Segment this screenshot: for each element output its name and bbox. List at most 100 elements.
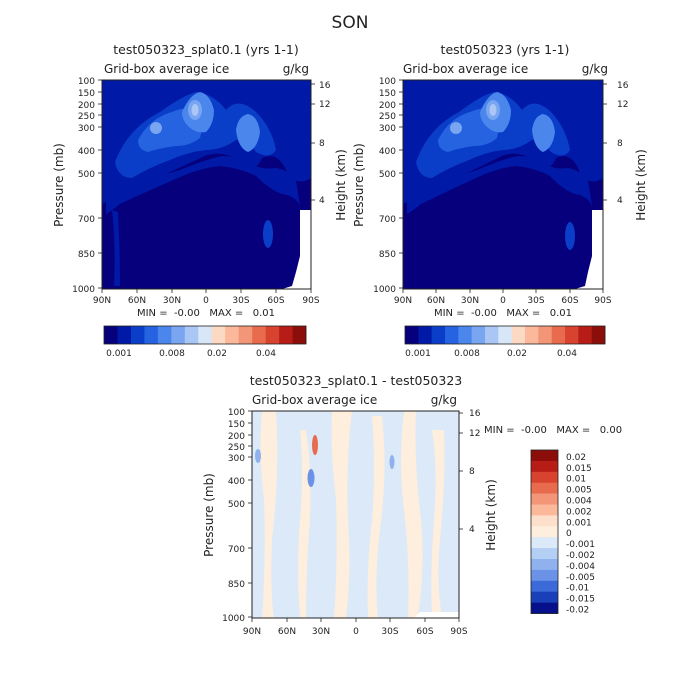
p1-cbar-swatch-10 <box>238 326 253 344</box>
p3-legend-frame <box>530 449 559 614</box>
p3-legend-label-14: -0.02 <box>566 606 589 616</box>
panel-1: test050323_splat0.1 (yrs 1-1) Grid-box a… <box>52 42 348 359</box>
p2-cbar-swatch-7 <box>498 326 512 344</box>
p3-ytick-850: 850 <box>228 580 245 590</box>
p1-xtick-60N: 60N <box>128 296 146 306</box>
panel-2-stats: MIN = -0.00 MAX = 0.01 <box>434 308 572 319</box>
panel-3-plot-area <box>252 411 459 618</box>
p1-xtick-90S: 90S <box>302 296 319 306</box>
panel-3-contour-pos-2 <box>298 430 311 618</box>
p3-legend-swatch-11 <box>531 569 558 582</box>
panel-1-contour-cell-7 <box>263 220 273 248</box>
panel-1-colorbar <box>103 325 307 345</box>
panel-3-terrain-mask <box>414 612 459 618</box>
p2-cbar-swatch-13 <box>578 326 592 344</box>
panel-2-contour-cell-7 <box>565 222 575 250</box>
panel-1-y-right-ticks: 16 12 8 4 <box>311 81 331 206</box>
p2-cbar-label-3: 0.04 <box>557 349 577 359</box>
p3-legend-label-5: 0.002 <box>566 507 592 517</box>
p1-ytick-250: 250 <box>78 112 95 122</box>
p3-legend-swatch-4 <box>531 493 558 505</box>
p1-cbar-swatch-12 <box>265 326 280 344</box>
p3-xtick-0: 0 <box>353 627 359 637</box>
p3-legend-label-8: -0.001 <box>566 540 595 550</box>
panel-3: test050323_splat0.1 - test050323 Grid-bo… <box>202 373 622 637</box>
panel-3-legend: 0.020.0150.010.0050.0040.0020.0010-0.001… <box>530 449 595 616</box>
p1-cbar-swatch-13 <box>279 326 293 344</box>
panel-1-subtitle: Grid-box average ice <box>104 62 229 76</box>
p1-cbar-swatch-8 <box>211 326 226 344</box>
p2-cbar-swatch-2 <box>431 326 446 344</box>
p3-ytick-250: 250 <box>228 443 245 453</box>
p3-xtick-60S: 60S <box>416 627 433 637</box>
p3-legend-swatch-9 <box>531 548 558 560</box>
p3-ytick-700: 700 <box>228 545 245 555</box>
p3-legend-label-2: 0.01 <box>566 475 586 485</box>
p2-yrtick-12: 12 <box>617 100 628 110</box>
p3-legend-label-11: -0.005 <box>566 573 595 583</box>
p3-ytick-100: 100 <box>228 408 245 418</box>
p3-legend-label-7: 0 <box>566 529 572 539</box>
p2-xtick-90S: 90S <box>594 296 611 306</box>
p3-legend-swatch-14 <box>531 602 558 614</box>
panel-3-frame <box>251 410 460 619</box>
panel-3-y-right-ticks: 16 12 8 4 <box>459 409 481 535</box>
panel-3-contour-pos-1 <box>260 411 278 618</box>
panel-2-terrain-mask <box>575 210 603 289</box>
p3-ytick-200: 200 <box>228 432 245 442</box>
panel-2-colorbar <box>404 325 606 345</box>
p1-yrtick-8: 8 <box>319 139 325 149</box>
p2-xtick-60N: 60N <box>427 296 445 306</box>
p2-cbar-label-1: 0.008 <box>454 349 480 359</box>
p3-legend-label-6: 0.001 <box>566 518 592 528</box>
p1-ytick-400: 400 <box>78 147 95 157</box>
panel-3-contour-neg-3 <box>389 455 395 469</box>
panel-1-contour-cell-6 <box>150 122 162 134</box>
p1-cbar-label-0: 0.001 <box>106 349 132 359</box>
panel-3-contour-neg-2 <box>255 449 261 463</box>
p2-cbar-swatch-4 <box>458 326 472 344</box>
p3-legend-label-1: 0.015 <box>566 464 592 474</box>
panel-3-contour-pos-4 <box>367 416 385 618</box>
p1-cbar-swatch-3 <box>144 326 159 344</box>
p1-cbar-swatch-1 <box>117 326 132 344</box>
p3-legend-swatch-2 <box>531 471 558 483</box>
p3-legend-label-10: -0.004 <box>566 562 595 572</box>
p3-yrtick-12: 12 <box>469 429 480 439</box>
p1-ytick-200: 200 <box>78 101 95 111</box>
panel-2-subtitle: Grid-box average ice <box>403 62 528 76</box>
p2-ytick-850: 850 <box>379 250 396 260</box>
p3-ytick-500: 500 <box>228 500 245 510</box>
p2-ytick-200: 200 <box>379 101 396 111</box>
p2-xtick-30N: 30N <box>461 296 479 306</box>
panel-2-y-right-ticks: 16 12 8 4 <box>603 81 629 206</box>
panel-1-title: test050323_splat0.1 (yrs 1-1) <box>113 42 299 57</box>
panel-3-ylabel: Pressure (mb) <box>202 473 216 557</box>
p3-xtick-60N: 60N <box>278 627 296 637</box>
p2-cbar-swatch-12 <box>565 326 579 344</box>
p3-legend-label-0: 0.02 <box>566 453 586 463</box>
panel-2-units: g/kg <box>582 62 608 76</box>
p3-legend-swatch-6 <box>531 515 558 527</box>
p3-legend-label-12: -0.01 <box>566 584 589 594</box>
page-title: SON <box>332 13 369 33</box>
panel-1-frame <box>101 79 312 290</box>
p1-cbar-swatch-9 <box>225 326 239 344</box>
p1-ytick-1000: 1000 <box>72 285 95 295</box>
p3-legend-swatch-3 <box>531 482 558 494</box>
p2-ytick-250: 250 <box>379 112 396 122</box>
p3-yrtick-16: 16 <box>469 409 481 419</box>
p3-legend-swatch-1 <box>531 460 558 473</box>
p2-xtick-90N: 90N <box>394 296 412 306</box>
panel-1-terrain-mask <box>282 210 311 289</box>
panel-2: test050323 (yrs 1-1) Grid-box average ic… <box>352 42 648 359</box>
p1-cbar-swatch-0 <box>104 326 118 344</box>
p3-legend-swatch-8 <box>531 537 558 549</box>
panel-3-ylabel-right: Height (km) <box>484 479 498 550</box>
panel-1-contour-cell-5 <box>191 104 199 116</box>
p2-cbar-swatch-14 <box>591 326 606 344</box>
p1-yrtick-16: 16 <box>319 81 331 91</box>
p1-xtick-0: 0 <box>203 296 209 306</box>
p1-cbar-swatch-2 <box>130 326 145 344</box>
p3-ytick-300: 300 <box>228 454 245 464</box>
